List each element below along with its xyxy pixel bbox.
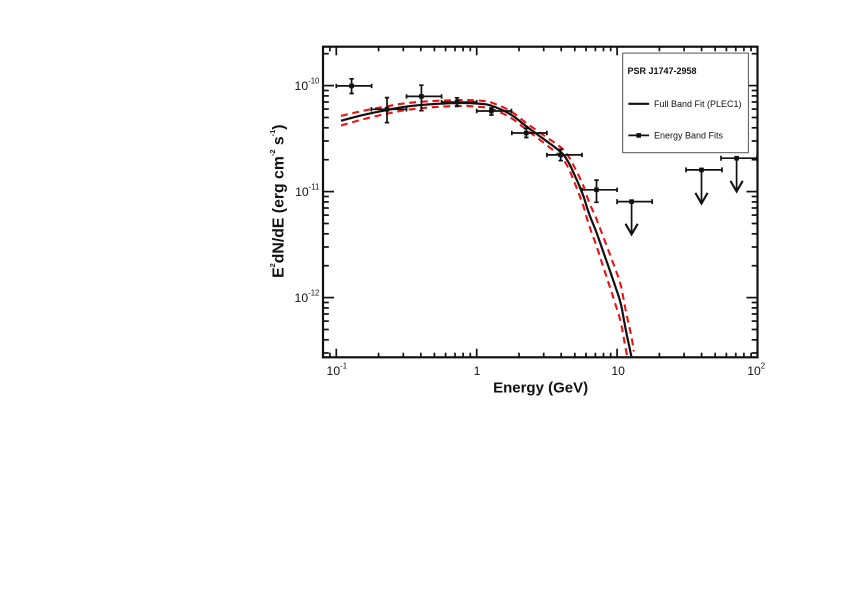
svg-text:Energy Band Fits: Energy Band Fits [654,131,724,141]
svg-text:E2dN/dE (erg cm-2 s-1): E2dN/dE (erg cm-2 s-1) [268,125,288,278]
svg-text:Full Band Fit (PLEC1): Full Band Fit (PLEC1) [654,99,742,109]
svg-text:Energy (GeV): Energy (GeV) [493,380,588,397]
svg-text:PSR J1747-2958: PSR J1747-2958 [628,66,697,76]
svg-text:1: 1 [474,364,481,378]
svg-text:102: 102 [747,362,765,379]
svg-text:10: 10 [611,364,625,378]
